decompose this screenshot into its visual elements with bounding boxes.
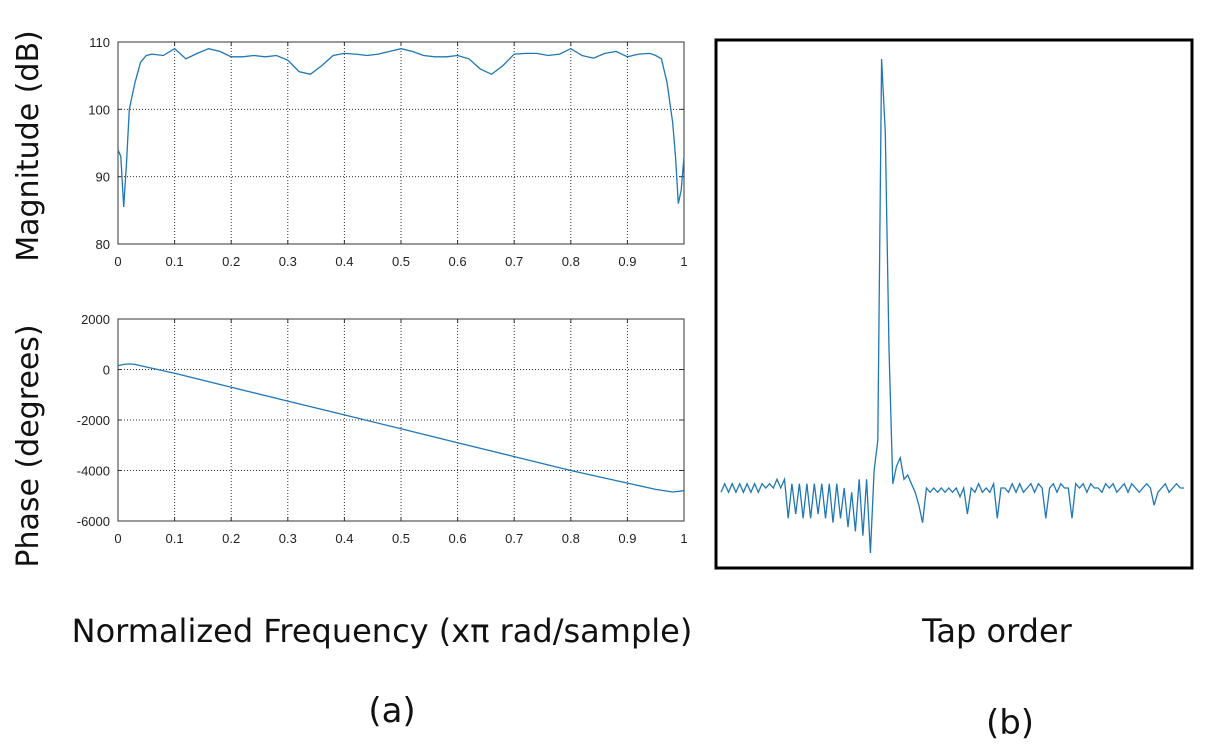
tap-axes-frame — [714, 38, 1194, 570]
xlabel-a: Normalized Frequency (xπ rad/sample) — [72, 612, 693, 650]
x-tick-label: 0.4 — [335, 254, 353, 269]
magnitude-ylabel: Magnitude (dB) — [11, 30, 46, 262]
x-tick-label: 0.8 — [562, 254, 580, 269]
x-tick-label: 0.6 — [449, 531, 467, 546]
caption-b: (b) — [986, 703, 1034, 743]
magnitude-plot: 0 0.1 0.2 0.3 0.4 0.5 0.6 0.7 0.8 0.9 1 80 90 100 110 — [88, 35, 687, 269]
x-tick-label: 0.3 — [279, 254, 297, 269]
x-tick-label: 0.8 — [562, 531, 580, 546]
y-tick-label: 90 — [96, 170, 110, 185]
series-line — [117, 47, 685, 208]
x-tick-label: 0.9 — [618, 531, 636, 546]
y-tick-label: 80 — [96, 237, 110, 252]
x-tick-label: 0.7 — [505, 254, 523, 269]
x-tick-label: 0 — [114, 254, 121, 269]
y-tick-label: -6000 — [77, 514, 110, 529]
y-tick-label: 100 — [88, 102, 110, 117]
x-tick-label: 0 — [114, 531, 121, 546]
x-tick-label: 0.5 — [392, 531, 410, 546]
x-tick-label: 1 — [680, 254, 687, 269]
y-tick-label: 2000 — [81, 312, 110, 327]
x-tick-label: 1 — [680, 531, 687, 546]
x-tick-label: 0.2 — [222, 531, 240, 546]
x-tick-label: 0.9 — [618, 254, 636, 269]
phase-plot: 0 0.1 0.2 0.3 0.4 0.5 0.6 0.7 0.8 0.9 1 -6000 -4000 -… — [77, 312, 688, 546]
x-tick-label: 0.5 — [392, 254, 410, 269]
y-tick-label: -2000 — [77, 413, 110, 428]
phase-ylabel: Phase (degrees) — [11, 324, 46, 567]
x-tick-label: 0.4 — [335, 531, 353, 546]
series-line — [117, 363, 685, 493]
x-tick-label: 0.1 — [166, 254, 184, 269]
x-tick-label: 0.6 — [449, 254, 467, 269]
tap-plot — [714, 38, 1194, 570]
x-tick-label: 0.3 — [279, 531, 297, 546]
tap-series-line — [720, 58, 1184, 554]
y-tick-label: 110 — [89, 35, 110, 50]
x-tick-label: 0.2 — [222, 254, 240, 269]
x-tick-label: 0.7 — [505, 531, 523, 546]
y-tick-label: 0 — [103, 363, 110, 378]
x-tick-label: 0.1 — [166, 531, 184, 546]
y-tick-label: -4000 — [77, 464, 110, 479]
xlabel-b: Tap order — [921, 612, 1073, 650]
caption-a: (a) — [368, 691, 415, 731]
